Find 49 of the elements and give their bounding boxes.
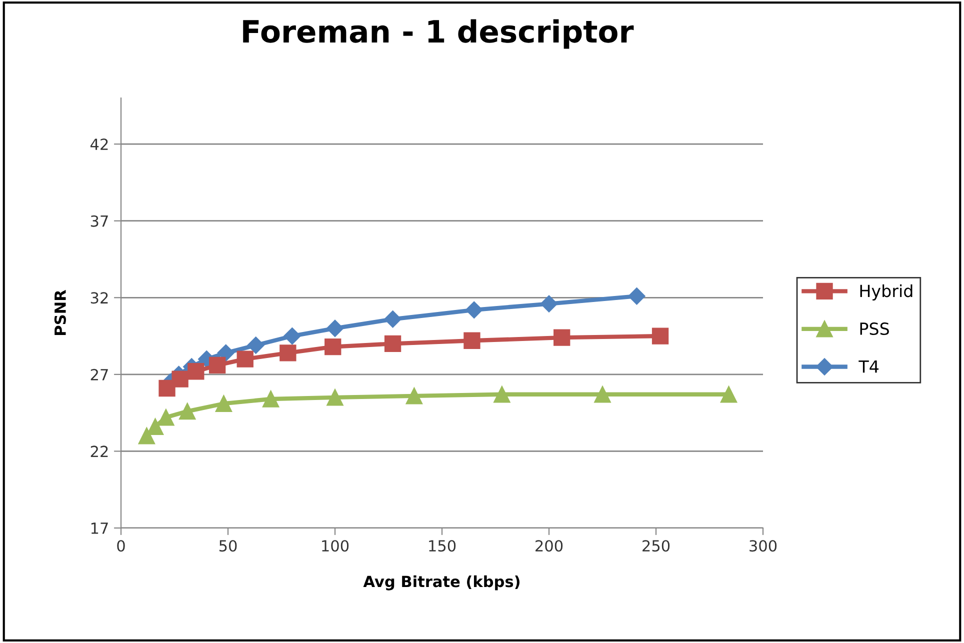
- point: [158, 380, 176, 397]
- y-tick-label: 22: [90, 446, 108, 458]
- point: [215, 395, 232, 412]
- x-tick-label: 150: [429, 540, 456, 552]
- point: [146, 418, 164, 435]
- point: [554, 329, 570, 346]
- y-tick-label: 27: [90, 368, 108, 380]
- point: [652, 328, 669, 344]
- point: [247, 336, 264, 354]
- y-tick-label: 32: [90, 292, 108, 304]
- point: [138, 428, 156, 444]
- point: [179, 402, 196, 420]
- point: [628, 288, 646, 305]
- x-tick-label: 250: [642, 540, 670, 552]
- point: [280, 344, 296, 362]
- x-tick-label: 300: [750, 540, 777, 552]
- point: [464, 332, 480, 349]
- chart-title: Foreman - 1 descriptor: [243, 19, 634, 49]
- point: [494, 386, 510, 403]
- point: [284, 327, 301, 345]
- point: [172, 370, 188, 388]
- point: [326, 389, 344, 406]
- x-axis-title: Avg Bitrate (kbps): [363, 575, 520, 590]
- point: [384, 310, 402, 328]
- point: [217, 344, 234, 362]
- point: [384, 335, 402, 352]
- point: [324, 338, 342, 356]
- x-tick-label: 200: [536, 540, 563, 552]
- x-tick-label: 50: [219, 540, 237, 552]
- point: [158, 409, 174, 426]
- point: [208, 356, 226, 374]
- point: [540, 295, 558, 312]
- legend-label: T4: [858, 360, 879, 373]
- point: [720, 386, 738, 403]
- legend-label: PSS: [860, 322, 889, 336]
- y-tick-label: 42: [90, 138, 108, 150]
- point: [326, 320, 344, 337]
- point: [262, 390, 280, 408]
- point: [406, 388, 423, 404]
- point: [466, 301, 483, 318]
- x-tick-label: 100: [322, 540, 349, 552]
- point: [594, 386, 611, 403]
- y-tick-label: 37: [90, 215, 108, 227]
- y-tick-label: 17: [91, 522, 108, 534]
- y-axis-title: PSNR: [54, 290, 66, 335]
- legend-label: Hybrid: [860, 284, 912, 300]
- point: [188, 363, 204, 380]
- point: [236, 350, 254, 368]
- x-tick-label: 0: [117, 540, 125, 552]
